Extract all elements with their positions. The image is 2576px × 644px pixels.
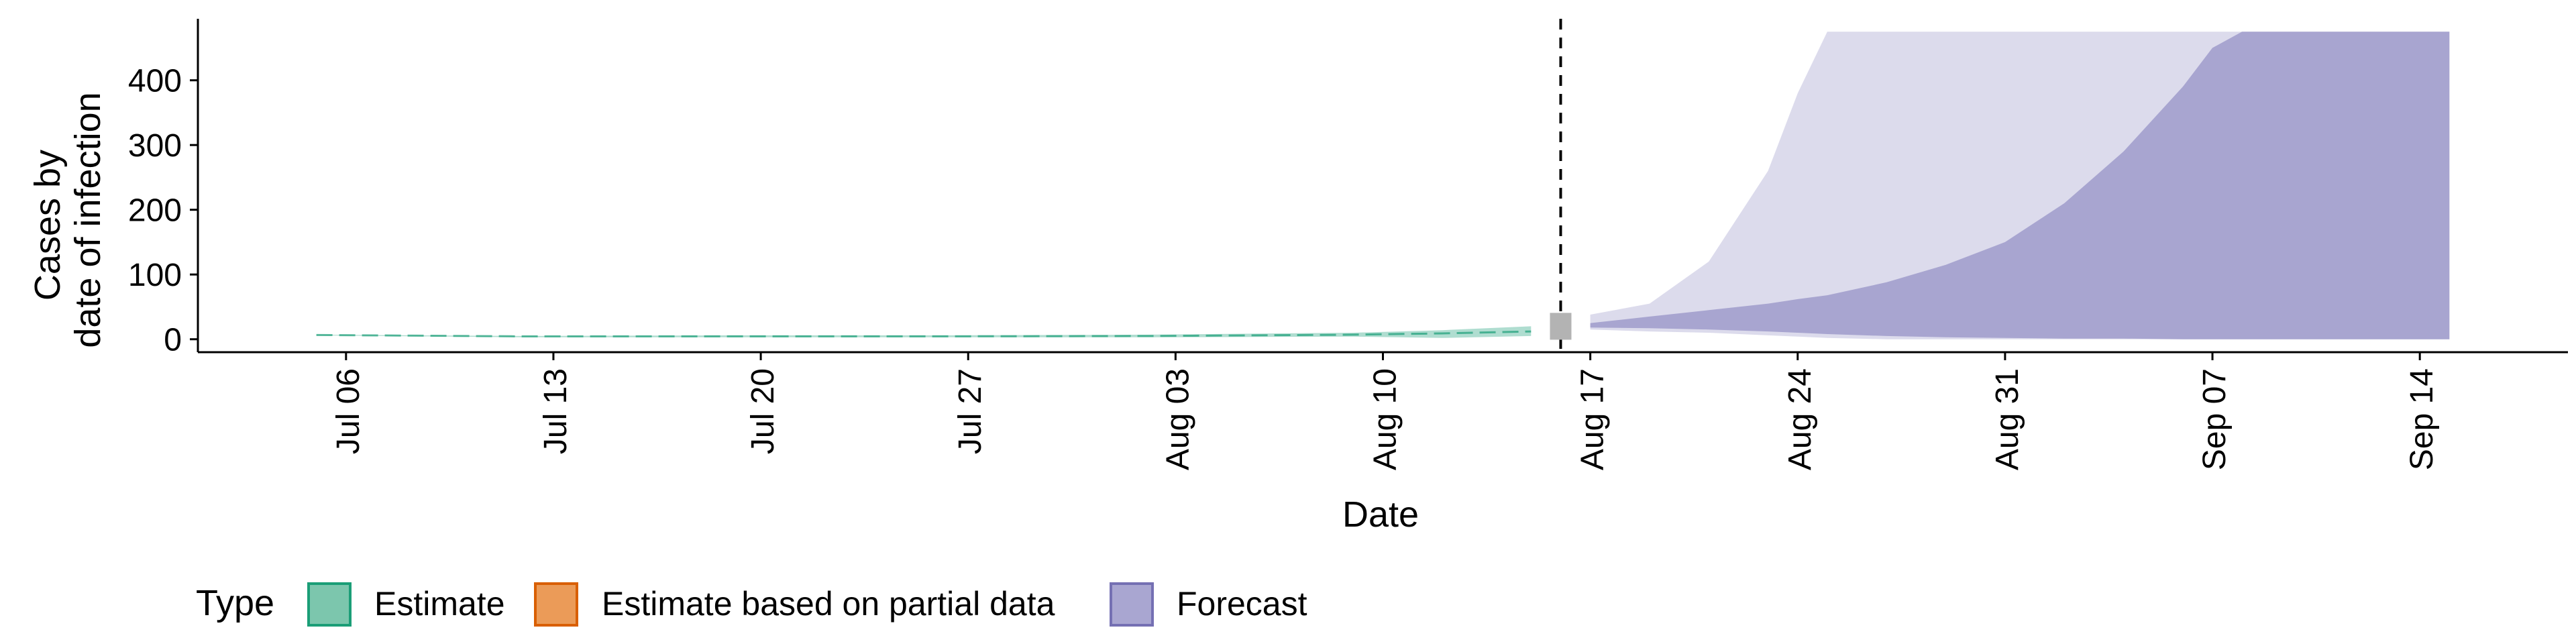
x-tick-label: Sep 14 — [2404, 368, 2440, 470]
y-tick-label: 200 — [128, 193, 182, 229]
legend-label: Estimate — [374, 585, 505, 623]
band-layer — [316, 32, 2450, 339]
y-tick-label: 100 — [128, 258, 182, 293]
y-axis-label-line-2: date of infection — [68, 92, 108, 347]
legend-swatch — [307, 582, 352, 627]
legend: Type Estimate Estimate based on partial d… — [196, 582, 1307, 627]
y-axis-label: Cases by date of infection — [28, 92, 108, 347]
x-tick-label: Jul 13 — [538, 368, 574, 454]
x-tick-label: Aug 10 — [1368, 368, 1403, 470]
x-tick-label: Aug 24 — [1782, 368, 1818, 470]
y-axis-label-line-1: Cases by — [28, 150, 68, 301]
x-tick-label: Jul 06 — [331, 368, 366, 454]
x-axis-label: Date — [1342, 494, 1419, 535]
y-tick-label: 0 — [164, 323, 182, 358]
line-layer — [316, 330, 1532, 337]
x-tick-label: Sep 07 — [2197, 368, 2233, 470]
legend-swatch — [1110, 582, 1154, 627]
y-axis-ticks: 0 100 200 300 400 — [128, 64, 198, 358]
forecast-date-marker — [1550, 313, 1572, 340]
x-tick-label: Aug 31 — [1990, 368, 2025, 470]
x-tick-label: Jul 27 — [953, 368, 988, 454]
x-axis-ticks: Jul 06 Jul 13 Jul 20 Jul 27 Aug 03 Aug 10 Aug … — [331, 352, 2440, 470]
x-tick-label: Aug 17 — [1575, 368, 1611, 470]
estimate-median-line — [316, 330, 1532, 337]
legend-swatch — [534, 582, 578, 627]
legend-label: Forecast — [1177, 585, 1307, 623]
y-tick-label: 400 — [128, 64, 182, 99]
estimate-band — [316, 326, 1532, 338]
x-tick-label: Aug 03 — [1160, 368, 1195, 470]
legend-title: Type — [196, 583, 274, 623]
forecast-inner-band — [1590, 32, 2450, 339]
legend-label: Estimate based on partial data — [602, 585, 1055, 623]
y-tick-label: 300 — [128, 128, 182, 164]
x-tick-label: Jul 20 — [745, 368, 781, 454]
